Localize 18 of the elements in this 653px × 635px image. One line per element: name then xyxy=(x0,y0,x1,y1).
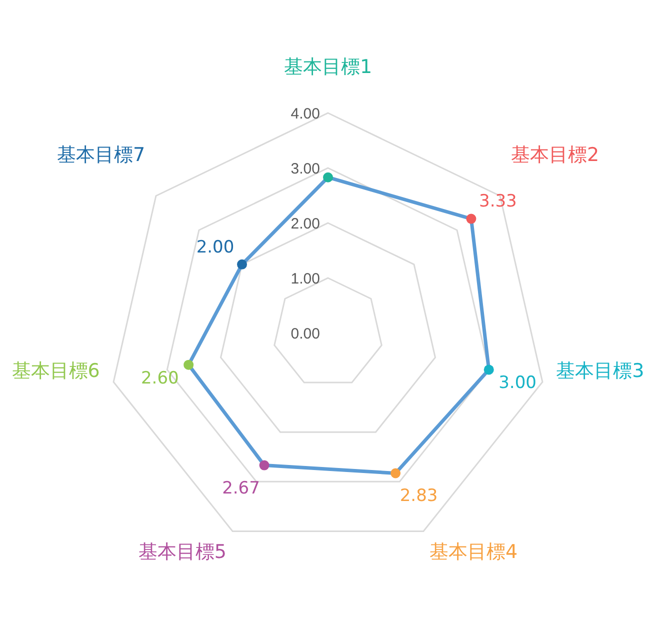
data-label: 2.00 xyxy=(196,237,234,258)
data-label: 2.83 xyxy=(400,486,438,506)
spoke-label: 基本目標3 xyxy=(556,360,644,382)
data-label: 2.67 xyxy=(222,478,260,498)
data-label: 2.60 xyxy=(140,368,179,388)
y-tick-label: 3.00 xyxy=(290,160,320,178)
spoke-label: 基本目標4 xyxy=(430,540,518,563)
y-tick-label: 4.00 xyxy=(290,105,320,122)
spoke-label: 基本目標6 xyxy=(12,360,100,382)
data-label: 3.00 xyxy=(498,373,536,394)
data-label: 3.33 xyxy=(479,192,517,212)
y-tick-label: 0.00 xyxy=(290,325,320,342)
y-tick-label: 2.00 xyxy=(290,215,320,232)
spoke-label: 基本目標1 xyxy=(284,56,372,78)
spoke-label: 基本目標5 xyxy=(138,540,226,563)
spoke-label: 基本目標7 xyxy=(56,144,146,166)
y-tick-label: 1.00 xyxy=(290,270,320,288)
spoke-label: 基本目標2 xyxy=(510,144,600,166)
